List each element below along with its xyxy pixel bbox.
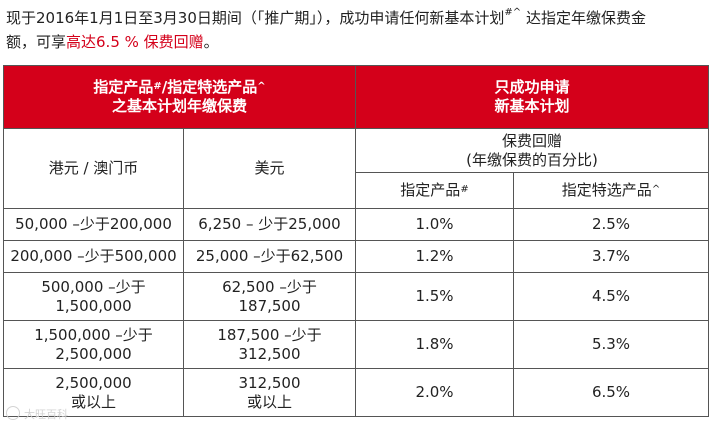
cell-usd-line1: 187,500 –少于 bbox=[217, 325, 322, 344]
intro-paragraph: 现于2016年1月1日至3月30日期间（「推广期」），成功申请任何新基本计划#^… bbox=[6, 6, 706, 54]
intro-line1-b: 达指定年缴保费金 bbox=[525, 9, 646, 27]
intro-line1-sup: #^ bbox=[504, 7, 522, 18]
col-header-usd: 美元 bbox=[183, 128, 356, 209]
table-row: 50,000 –少于200,000 6,250 – 少于25,000 1.0% … bbox=[3, 208, 710, 241]
intro-line2-a: 额，可享 bbox=[6, 33, 67, 51]
cell-selected: 2.5% bbox=[512, 208, 710, 241]
cell-usd-line1: 312,500 bbox=[238, 373, 301, 392]
header-premium-range: 指定产品#/指定特选产品^ 之基本计划年缴保费 bbox=[3, 65, 356, 129]
cell-hkd: 2,500,000 或以上 bbox=[3, 368, 184, 417]
subheader-row-2: 指定产品# 指定特选产品^ bbox=[4, 172, 710, 209]
cell-usd: 25,000 –少于62,500 bbox=[183, 240, 356, 273]
cell-usd: 312,500 或以上 bbox=[183, 368, 356, 417]
watermark-logo-icon bbox=[6, 406, 20, 420]
cell-hkd-line1: 2,500,000 bbox=[55, 373, 132, 392]
col-header-designated: 指定产品# bbox=[355, 172, 514, 209]
header-left-mid: /指定特选产品 bbox=[161, 78, 258, 96]
cell-hkd-line1: 500,000 –少于 bbox=[41, 277, 146, 296]
cell-hkd-line2: 或以上 bbox=[70, 392, 116, 411]
cell-hkd: 50,000 –少于200,000 bbox=[3, 208, 184, 241]
col-header-hkd: 港元 / 澳门币 bbox=[3, 128, 184, 209]
cell-designated: 2.0% bbox=[355, 368, 514, 417]
cell-designated: 1.5% bbox=[355, 272, 514, 321]
cell-hkd: 500,000 –少于 1,500,000 bbox=[3, 272, 184, 321]
header-left-line1: 指定产品 bbox=[93, 78, 154, 96]
header-right-line2: 新基本计划 bbox=[494, 97, 570, 115]
rebate-line2: (年缴保费的百分比) bbox=[466, 150, 598, 169]
cell-hkd: 1,500,000 –少于 2,500,000 bbox=[3, 320, 184, 369]
cell-selected: 5.3% bbox=[512, 320, 710, 369]
cell-usd: 6,250 – 少于25,000 bbox=[183, 208, 356, 241]
header-left-sup2: ^ bbox=[257, 81, 266, 92]
selected-label: 指定特选产品 bbox=[561, 181, 652, 199]
rebate-line1: 保费回赠 bbox=[502, 131, 563, 150]
cell-hkd-line2: 1,500,000 bbox=[55, 296, 132, 315]
table-header-row: 指定产品#/指定特选产品^ 之基本计划年缴保费 只成功申请 新基本计划 bbox=[3, 65, 710, 129]
cell-usd-line2: 187,500 bbox=[238, 296, 301, 315]
cell-hkd: 200,000 –少于500,000 bbox=[3, 240, 184, 273]
col-header-rebate: 保费回赠 (年缴保费的百分比) bbox=[354, 128, 710, 173]
header-right-line1: 只成功申请 bbox=[494, 78, 570, 96]
intro-highlight: 高达6.5 % 保费回赠 bbox=[66, 33, 204, 51]
designated-sup: # bbox=[460, 184, 469, 195]
watermark: 大旺百科 bbox=[6, 406, 68, 422]
intro-line1-a: 现于2016年1月1日至3月30日期间（「推广期」），成功申请任何新基本计划 bbox=[6, 9, 505, 27]
cell-usd-line2: 或以上 bbox=[246, 392, 292, 411]
designated-label: 指定产品 bbox=[400, 181, 461, 199]
subheader-row-1: 港元 / 澳门币 美元 保费回赠 (年缴保费的百分比) bbox=[3, 128, 710, 209]
table-row: 200,000 –少于500,000 25,000 –少于62,500 1.2%… bbox=[3, 240, 710, 273]
cell-usd: 62,500 –少于 187,500 bbox=[183, 272, 356, 321]
table-row: 2,500,000 或以上 312,500 或以上 2.0% 6.5% bbox=[3, 368, 710, 417]
header-new-plan: 只成功申请 新基本计划 bbox=[354, 65, 710, 129]
intro-line2-b: 。 bbox=[203, 33, 219, 51]
cell-designated: 1.8% bbox=[355, 320, 514, 369]
cell-selected: 4.5% bbox=[512, 272, 710, 321]
col-header-selected: 指定特选产品^ bbox=[512, 172, 710, 209]
cell-designated: 1.2% bbox=[355, 240, 514, 273]
header-left-line2: 之基本计划年缴保费 bbox=[111, 97, 247, 115]
cell-selected: 3.7% bbox=[512, 240, 710, 273]
selected-sup: ^ bbox=[651, 184, 661, 195]
cell-designated: 1.0% bbox=[355, 208, 514, 241]
cell-selected: 6.5% bbox=[512, 368, 710, 417]
table-row: 500,000 –少于 1,500,000 62,500 –少于 187,500… bbox=[3, 272, 710, 321]
watermark-text: 大旺百科 bbox=[24, 408, 68, 421]
cell-usd-line1: 62,500 –少于 bbox=[222, 277, 317, 296]
header-left-sup1: # bbox=[153, 81, 162, 92]
cell-usd: 187,500 –少于 312,500 bbox=[183, 320, 356, 369]
cell-hkd-line1: 1,500,000 –少于 bbox=[34, 325, 153, 344]
table-row: 1,500,000 –少于 2,500,000 187,500 –少于 312,… bbox=[3, 320, 710, 369]
premium-rebate-table: 指定产品#/指定特选产品^ 之基本计划年缴保费 只成功申请 新基本计划 港元 /… bbox=[3, 65, 710, 417]
cell-hkd-line2: 2,500,000 bbox=[55, 344, 132, 363]
cell-usd-line2: 312,500 bbox=[238, 344, 301, 363]
